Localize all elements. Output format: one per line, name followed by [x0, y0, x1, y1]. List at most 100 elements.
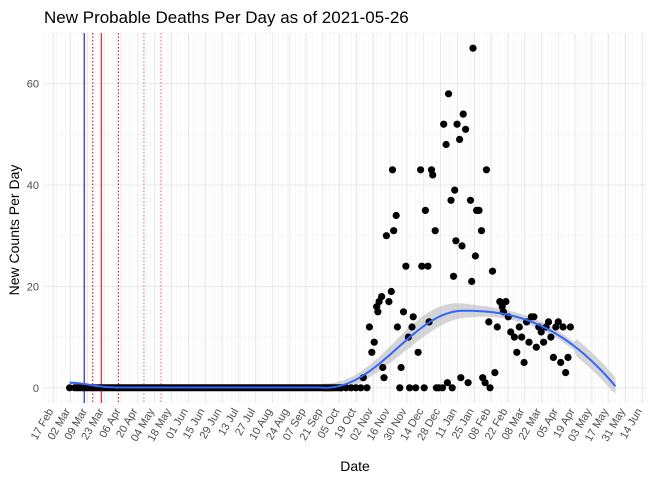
minor-grid — [43, 32, 646, 403]
data-point — [564, 353, 572, 361]
data-point — [486, 384, 494, 392]
data-point — [559, 323, 567, 331]
data-point — [471, 252, 479, 260]
data-point — [462, 125, 470, 133]
data-point — [488, 267, 497, 275]
data-point — [445, 90, 453, 98]
data-point — [525, 338, 533, 346]
data-point — [562, 369, 570, 377]
y-tick-label: 20 — [27, 281, 39, 293]
data-point — [418, 262, 426, 270]
data-point — [406, 384, 414, 392]
y-axis-ticks: 0 20 40 60 — [27, 79, 39, 395]
data-point — [513, 348, 521, 356]
y-tick-label: 60 — [27, 79, 39, 91]
y-axis-title: New Counts Per Day — [6, 165, 22, 296]
data-point — [453, 120, 461, 128]
data-point — [493, 323, 501, 331]
data-point — [380, 374, 388, 382]
reference-lines — [83, 33, 162, 403]
data-point — [557, 358, 565, 367]
data-point — [448, 384, 456, 392]
data-point — [515, 323, 523, 331]
data-point — [412, 384, 420, 392]
data-point — [540, 338, 548, 346]
data-point — [438, 384, 447, 392]
data-point — [378, 293, 386, 301]
data-point — [393, 323, 401, 331]
data-point — [459, 110, 467, 118]
smooth-trend-line — [69, 309, 617, 389]
data-point — [507, 328, 515, 336]
data-point — [365, 323, 373, 331]
data-point — [382, 232, 390, 240]
data-point — [449, 272, 458, 280]
data-point — [409, 313, 417, 321]
data-point — [388, 166, 397, 174]
data-point — [469, 44, 477, 52]
data-point — [549, 353, 558, 361]
data-point — [451, 186, 459, 194]
x-axis-title: Date — [340, 458, 370, 474]
data-point — [414, 348, 422, 356]
data-point — [440, 120, 448, 128]
data-point — [458, 242, 466, 250]
data-point — [387, 287, 395, 296]
data-point — [532, 343, 540, 351]
data-point — [402, 262, 410, 270]
data-point — [547, 333, 555, 341]
data-point — [477, 227, 486, 235]
data-point — [466, 196, 475, 204]
data-point — [464, 379, 472, 387]
data-point — [554, 318, 562, 326]
data-point — [510, 333, 518, 341]
data-point — [502, 298, 510, 306]
data-point — [385, 298, 393, 306]
data-point — [392, 211, 400, 220]
data-point — [537, 328, 545, 336]
data-point — [421, 206, 429, 214]
data-point — [379, 363, 387, 372]
data-point — [363, 384, 371, 392]
data-point — [429, 171, 437, 179]
data-point — [447, 196, 455, 204]
data-point — [452, 237, 460, 245]
data-point — [475, 206, 483, 214]
data-point — [370, 338, 378, 346]
data-point — [396, 384, 404, 392]
data-point — [485, 318, 493, 326]
data-point — [399, 308, 408, 316]
data-point — [518, 333, 526, 341]
data-point — [442, 140, 450, 149]
data-point — [456, 135, 464, 143]
data-point — [374, 308, 382, 316]
data-point — [408, 323, 416, 331]
data-point — [468, 277, 476, 285]
data-point — [431, 227, 439, 235]
data-point — [566, 323, 575, 331]
data-point — [481, 379, 489, 387]
data-point — [544, 318, 553, 326]
data-point — [443, 379, 451, 387]
data-point — [390, 227, 398, 235]
y-tick-label: 40 — [27, 180, 39, 192]
data-point — [417, 166, 425, 174]
data-point — [420, 384, 428, 392]
data-point — [530, 313, 538, 321]
smooth-line-layer — [69, 309, 617, 389]
data-point — [397, 363, 405, 372]
y-tick-label: 0 — [33, 383, 39, 395]
data-point — [520, 358, 528, 367]
data-points — [66, 44, 575, 392]
data-point — [482, 166, 490, 174]
data-point — [491, 369, 499, 377]
data-point — [368, 348, 376, 356]
data-point — [457, 374, 465, 382]
data-point — [424, 262, 432, 270]
major-grid — [44, 33, 646, 403]
data-point — [357, 384, 365, 392]
chart-title: New Probable Deaths Per Day as of 2021-0… — [44, 8, 409, 27]
data-point — [66, 384, 74, 392]
